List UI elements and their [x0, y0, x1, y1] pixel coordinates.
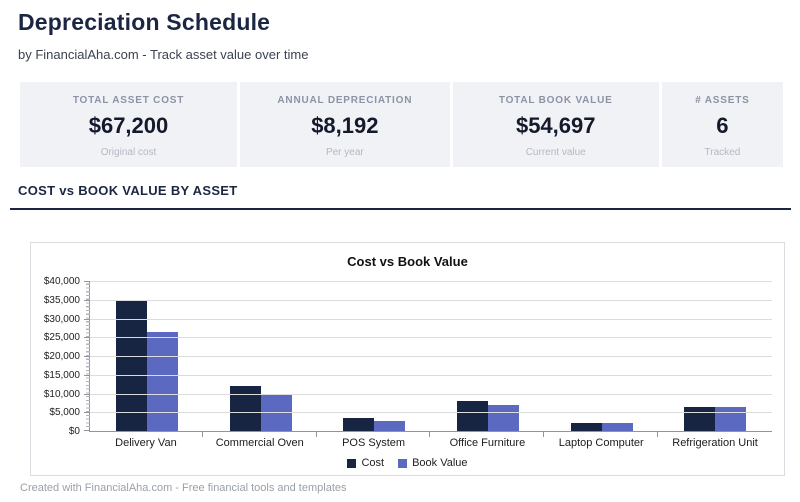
stat-label: ANNUAL DEPRECIATION	[277, 95, 413, 106]
stat-value: $54,697	[515, 113, 596, 138]
y-tick-label: $0	[68, 426, 80, 437]
stat-card-annual-depreciation: ANNUAL DEPRECIATION $8,192 Per year	[239, 82, 450, 167]
bar-book-value	[374, 420, 406, 431]
stat-label: TOTAL BOOK VALUE	[498, 95, 613, 106]
gridline	[90, 356, 772, 357]
stat-value: $67,200	[88, 113, 169, 138]
y-axis: $0 $5,000 $10,000 $15,000 $20,000 $25,000 $30,…	[31, 276, 89, 437]
x-tick-label: POS System	[317, 432, 431, 449]
y-axis-major-tick	[84, 299, 90, 301]
legend-label: Book Value	[412, 457, 468, 469]
stat-sub: Current value	[525, 147, 586, 158]
stat-label: # ASSETS	[695, 95, 750, 106]
y-axis-major-tick	[84, 374, 90, 376]
y-tick-label: $35,000	[43, 294, 80, 306]
page-title: Depreciation Schedule	[18, 9, 271, 35]
stat-sub: Per year	[325, 147, 364, 158]
page-header: Depreciation Schedule by FinancialAha.co…	[0, 9, 800, 62]
gridline	[90, 374, 772, 376]
y-tick-label: $25,000	[43, 332, 80, 344]
x-tick-label: Laptop Computer	[544, 432, 658, 449]
chart-legend: Cost Book Value	[31, 457, 784, 469]
chart-title: Cost vs Book Value	[347, 254, 468, 269]
stats-row: TOTAL ASSET COST $67,200 Original cost A…	[20, 82, 783, 167]
gridline	[90, 299, 772, 301]
stat-card-total-asset-cost: TOTAL ASSET COST $67,200 Original cost	[20, 82, 237, 167]
bar-book-value	[487, 404, 519, 431]
gridline	[90, 281, 772, 282]
stat-card-asset-count: # ASSETS 6 Tracked	[661, 82, 783, 167]
y-axis-major-tick	[84, 281, 90, 282]
y-axis-major-tick	[84, 393, 90, 395]
x-tick-label: Refrigeration Unit	[672, 437, 758, 449]
bar-book-value	[601, 423, 633, 431]
y-axis-major-tick	[84, 356, 90, 357]
stat-label: TOTAL ASSET COST	[72, 95, 185, 106]
gridline	[90, 393, 772, 395]
bar-book-value	[715, 407, 747, 431]
y-axis-major-tick	[84, 412, 90, 414]
y-tick-label: $10,000	[43, 388, 80, 400]
stat-value: $8,192	[311, 113, 379, 138]
y-axis-major-tick	[84, 318, 90, 320]
x-tick-label: Delivery Van	[89, 432, 203, 449]
footer-credit: Created with FinancialAha.com - Free fin…	[20, 482, 347, 494]
x-axis-labels: Delivery Van Commercial Oven POS System Off…	[89, 432, 772, 449]
x-tick-label: Office Furniture	[430, 432, 545, 449]
stat-sub: Original cost	[100, 147, 157, 158]
gridline	[90, 337, 772, 339]
y-tick-label: $20,000	[43, 351, 80, 362]
stat-sub: Tracked	[704, 147, 741, 158]
page-subtitle: by FinancialAha.com - Track asset value …	[18, 47, 309, 62]
x-tick-label: Commercial Oven	[203, 432, 317, 449]
legend-swatch-icon	[398, 458, 408, 468]
bar-cost	[684, 406, 716, 431]
plot-area	[84, 281, 772, 432]
y-axis-major-tick	[84, 337, 90, 339]
bar-book-value	[146, 332, 178, 431]
bar-group	[658, 282, 772, 431]
y-axis-major-tick	[84, 430, 90, 431]
legend-label: Cost	[361, 457, 385, 469]
bar-cost	[115, 299, 147, 431]
bar-group	[90, 282, 204, 431]
y-tick-label: $30,000	[43, 313, 80, 325]
y-tick-label: $15,000	[43, 369, 80, 381]
stat-card-total-book-value: TOTAL BOOK VALUE $54,697 Current value	[452, 82, 659, 167]
y-tick-label: $40,000	[43, 276, 80, 287]
stat-value: 6	[716, 113, 729, 138]
bar-cost	[343, 417, 375, 431]
bar-cost	[456, 401, 488, 431]
legend-item-cost: Cost	[347, 457, 384, 469]
chart-container: Cost vs Book Value $0 $5,000 $10,000 $15,00…	[30, 242, 785, 476]
bar-cost	[570, 422, 602, 431]
gridline	[90, 412, 772, 414]
bar-group	[431, 282, 545, 431]
section-header: COST vs BOOK VALUE BY ASSET	[10, 167, 791, 210]
bar-group	[545, 282, 659, 431]
plot-wrap: $0 $5,000 $10,000 $15,000 $20,000 $25,000 $30,…	[31, 276, 772, 437]
section-title: COST vs BOOK VALUE BY ASSET	[18, 183, 238, 198]
gridline	[90, 318, 772, 320]
bar-groups	[90, 282, 772, 431]
legend-swatch-icon	[347, 458, 357, 468]
bar-group	[317, 282, 431, 431]
y-tick-label: $5,000	[49, 407, 80, 419]
legend-item-book-value: Book Value	[398, 457, 468, 469]
